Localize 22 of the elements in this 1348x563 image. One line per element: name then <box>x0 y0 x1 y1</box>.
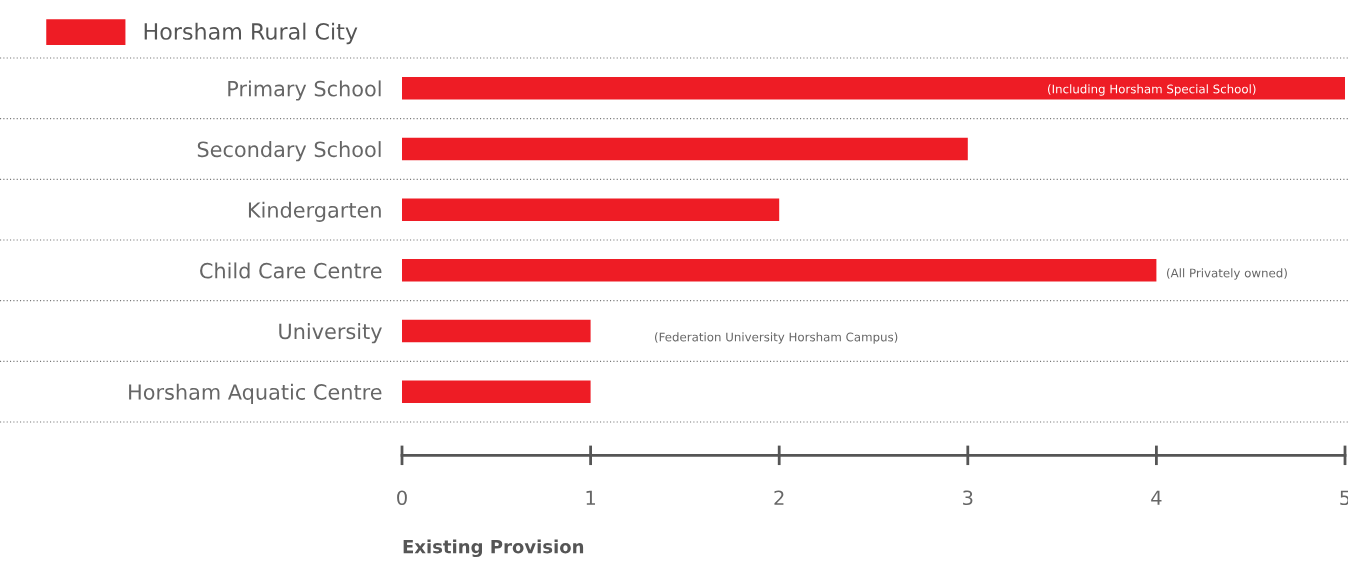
annotation: (All Privately owned) <box>1167 268 1287 280</box>
y-tick-label: Horsham Aquatic Centre <box>129 383 382 404</box>
bar <box>402 137 968 161</box>
bar <box>402 77 1345 100</box>
x-tick-label: 0 <box>397 490 407 506</box>
bar <box>402 380 591 403</box>
x-tick-label: 2 <box>774 490 784 505</box>
x-tick-label: 1 <box>586 490 595 505</box>
y-tick-label: Kindergarten <box>248 201 381 222</box>
annotation: (Federation University Horsham Campus) <box>655 332 898 344</box>
y-tick-label: Secondary School <box>197 141 381 162</box>
y-tick-label: University <box>279 323 382 344</box>
bar <box>402 198 780 221</box>
x-tick-label: 3 <box>963 490 973 506</box>
y-tick-label: Child Care Centre <box>200 262 382 279</box>
x-axis-title: Existing Provision <box>403 539 584 558</box>
bar <box>402 319 591 343</box>
annotation: (Including Horsham Special School) <box>1048 84 1256 96</box>
legend-label: Horsham Rural City <box>144 22 358 45</box>
y-tick-label: Primary School <box>228 80 381 101</box>
bar <box>402 259 1157 282</box>
x-tick-label: 4 <box>1151 490 1162 505</box>
